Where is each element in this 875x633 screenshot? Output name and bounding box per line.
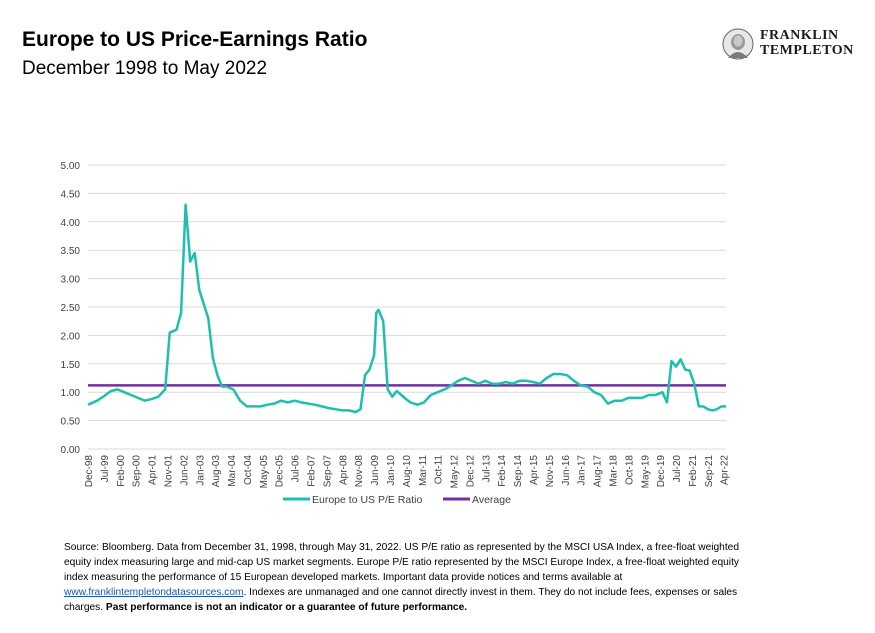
brand-line-1: FRANKLIN [760, 28, 839, 43]
x-tick-label: Aug-10 [402, 455, 413, 488]
x-tick-label: Oct-11 [434, 455, 445, 485]
x-tick-label: Dec-12 [465, 455, 476, 488]
x-tick-label: Feb-07 [307, 455, 318, 487]
pe-ratio-chart: 0.00 0.50 1.00 1.50 2.00 2.50 3.00 3.50 4.00 4.50… [61, 161, 731, 506]
x-tick-label: Dec-98 [84, 455, 95, 488]
x-tick-label: May-19 [640, 455, 651, 489]
x-tick-label: Nov-01 [163, 455, 174, 488]
x-tick-label: Apr-22 [720, 455, 731, 485]
x-tick-label: Oct-04 [243, 455, 254, 485]
x-tick-label: Jul-13 [481, 455, 492, 483]
source-footnote: Source: Bloomberg. Data from December 31… [64, 540, 764, 615]
x-tick-label: Oct-18 [624, 455, 635, 485]
y-tick-label: 1.00 [61, 388, 81, 399]
x-tick-label: Jan-10 [386, 455, 397, 486]
benjamin-franklin-portrait-icon [722, 28, 754, 60]
x-tick-label: Mar-11 [418, 455, 429, 486]
x-tick-label: Feb-00 [116, 455, 127, 487]
x-tick-label: May-05 [259, 455, 270, 489]
y-tick-label: 2.50 [61, 303, 81, 314]
x-tick-label: Mar-18 [608, 455, 619, 487]
legend-label-average: Average [472, 494, 511, 506]
gridlines [88, 164, 726, 450]
x-tick-label: Feb-14 [497, 455, 508, 487]
x-tick-label: Jan-03 [195, 455, 206, 486]
x-tick-label: Jan-17 [577, 455, 588, 486]
brand-line-2: TEMPLETON [760, 43, 854, 58]
x-tick-label: Sep-00 [132, 455, 143, 488]
y-tick-label: 0.00 [61, 445, 81, 456]
y-tick-label: 3.50 [61, 246, 81, 257]
x-tick-label: Apr-01 [148, 455, 159, 485]
x-tick-label: Aug-17 [593, 455, 604, 488]
pe-ratio-line [87, 203, 726, 414]
y-tick-label: 4.00 [61, 218, 81, 229]
x-tick-label: Jun-02 [179, 455, 190, 486]
x-tick-label: Sep-14 [513, 455, 524, 488]
x-tick-label: Nov-08 [354, 455, 365, 488]
x-tick-label: Apr-15 [529, 455, 540, 485]
x-tick-label: Mar-04 [227, 455, 238, 487]
chart-legend: Europe to US P/E Ratio Average [283, 494, 511, 506]
x-tick-label: Jun-16 [561, 455, 572, 486]
x-tick-label: Jul-20 [672, 455, 683, 483]
x-tick-label: Jul-99 [100, 455, 111, 483]
y-axis-ticks: 0.00 0.50 1.00 1.50 2.00 2.50 3.00 3.50 4.00 4.50… [61, 161, 81, 456]
chart-subtitle: December 1998 to May 2022 [22, 58, 268, 79]
pe-ratio-series [87, 203, 726, 414]
x-tick-label: Dec-19 [656, 455, 667, 488]
x-tick-label: Jul-06 [291, 455, 302, 483]
disclaimer-text: Past performance is not an indicator or … [105, 602, 468, 613]
x-axis-ticks: Dec-98 Jul-99 Feb-00 Sep-00 Apr-01 Nov-01 Jun-… [84, 455, 731, 489]
y-tick-label: 2.00 [61, 331, 81, 342]
legend-label-pe-ratio: Europe to US P/E Ratio [312, 494, 422, 506]
y-tick-label: 5.00 [61, 161, 81, 172]
x-tick-label: Apr-08 [338, 455, 349, 485]
chart-title: Europe to US Price-Earnings Ratio [22, 28, 368, 51]
x-tick-label: Feb-21 [688, 455, 699, 487]
footnote-text: Source: Bloomberg. Data from December 31… [64, 542, 739, 583]
x-tick-label: Sep-21 [704, 455, 715, 488]
y-tick-label: 4.50 [61, 189, 81, 200]
y-tick-label: 1.50 [61, 360, 81, 371]
x-tick-label: May-12 [450, 455, 461, 489]
x-tick-label: Aug-03 [211, 455, 222, 488]
x-tick-label: Nov-15 [545, 455, 556, 488]
footnote-text-2: . Indexes are unmanaged and one cannot d… [64, 587, 738, 613]
y-tick-label: 0.50 [61, 417, 81, 428]
x-tick-label: Jun-09 [370, 455, 381, 486]
x-tick-label: Dec-05 [275, 455, 286, 488]
x-tick-label: Sep-07 [322, 455, 333, 488]
data-sources-link[interactable]: www.franklintempletondatasources.com [64, 587, 244, 598]
y-tick-label: 3.00 [61, 275, 81, 286]
franklin-templeton-logo: FRANKLIN TEMPLETON [722, 28, 862, 60]
